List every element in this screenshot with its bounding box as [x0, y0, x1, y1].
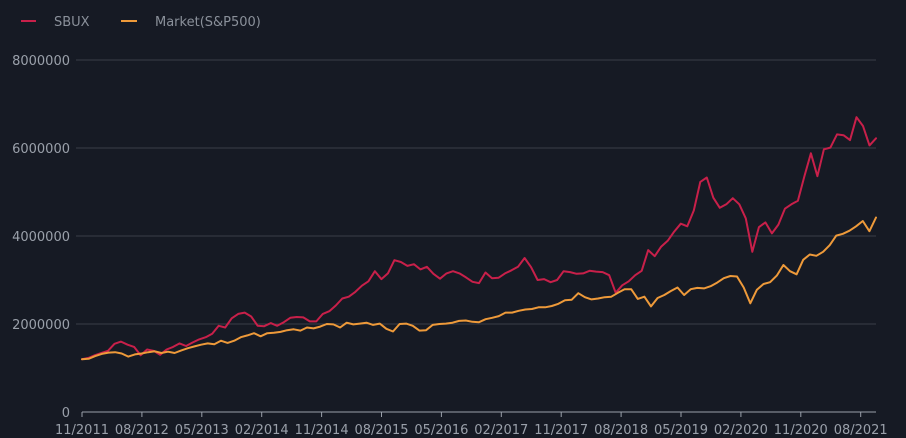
y-tick-label: 0 — [62, 406, 70, 421]
x-tick-label: 08/2021 — [834, 423, 888, 438]
y-axis-tick-labels: 0 2000000 4000000 6000000 8000000 — [12, 54, 70, 421]
x-tick-label: 05/2016 — [414, 423, 468, 438]
x-tick-label: 08/2018 — [594, 423, 648, 438]
grid-lines — [76, 59, 876, 325]
series-lines — [81, 116, 877, 361]
x-tick-label: 05/2019 — [654, 423, 708, 438]
legend-item-sbux[interactable]: SBUX — [21, 15, 90, 30]
x-tick-label: 02/2014 — [235, 423, 289, 438]
legend-label-sbux: SBUX — [54, 15, 90, 30]
x-tick-label: 11/2014 — [295, 423, 349, 438]
series-line-sbux — [81, 116, 877, 361]
legend: SBUX Market(S&P500) — [21, 15, 261, 30]
x-tick-label: 08/2015 — [354, 423, 408, 438]
x-tick-label: 11/2017 — [534, 423, 588, 438]
x-tick-label: 11/2020 — [774, 423, 828, 438]
x-tick-label: 02/2017 — [474, 423, 528, 438]
y-tick-label: 2000000 — [12, 318, 70, 333]
x-tick-label: 11/2011 — [55, 423, 109, 438]
y-tick-label: 6000000 — [12, 142, 70, 157]
y-tick-label: 8000000 — [12, 54, 70, 69]
y-tick-label: 4000000 — [12, 230, 70, 245]
x-tick-label: 08/2012 — [115, 423, 169, 438]
series-line-market — [81, 216, 877, 361]
legend-item-market[interactable]: Market(S&P500) — [121, 15, 261, 30]
legend-label-market: Market(S&P500) — [155, 15, 261, 30]
x-tick-label: 05/2013 — [175, 423, 229, 438]
x-axis: 11/2011 08/2012 05/2013 02/2014 11/2014 08/20… — [55, 411, 888, 438]
x-tick-label: 02/2020 — [714, 423, 768, 438]
